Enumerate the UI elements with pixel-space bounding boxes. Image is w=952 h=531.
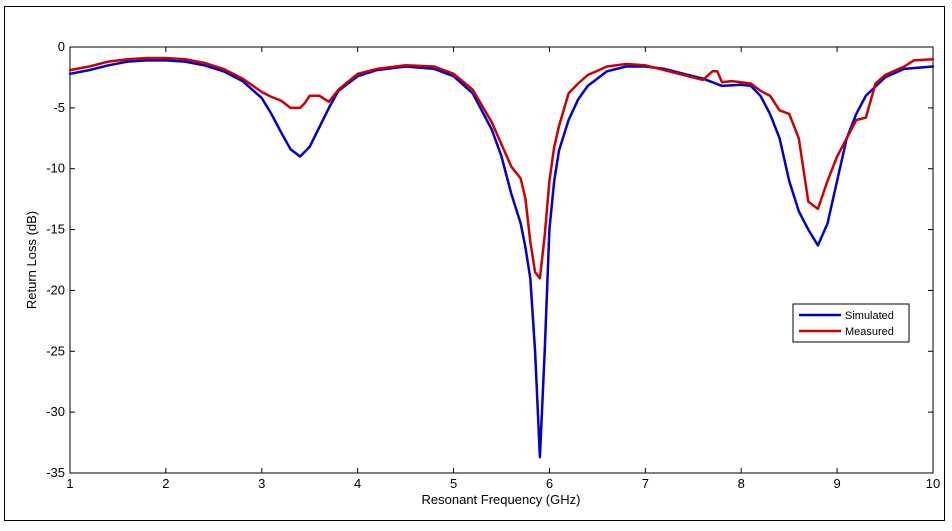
legend-label-simulated: Simulated bbox=[845, 310, 894, 322]
figure-border bbox=[4, 6, 945, 521]
x-tick-label: 2 bbox=[162, 476, 169, 491]
y-tick-label: -10 bbox=[46, 161, 65, 176]
x-tick-label: 7 bbox=[642, 476, 649, 491]
x-tick-label: 9 bbox=[833, 476, 840, 491]
y-axis-label: Return Loss (dB) bbox=[24, 211, 39, 309]
y-tick-label: -15 bbox=[46, 222, 65, 237]
x-tick-label: 5 bbox=[450, 476, 457, 491]
y-tick-label: -25 bbox=[46, 343, 65, 358]
x-tick-label: 6 bbox=[546, 476, 553, 491]
x-tick-label: 8 bbox=[738, 476, 745, 491]
ticks-layer: 1 2 3 4 5 6 7 8 9 10 0 -5 -10 -15 -20 -25 -30 -35 bbox=[46, 39, 940, 491]
series-line-simulated bbox=[68, 59, 935, 459]
x-tick-label: 10 bbox=[926, 476, 940, 491]
plot-area bbox=[69, 46, 934, 474]
x-tick-label: 4 bbox=[354, 476, 361, 491]
x-tick-label: 3 bbox=[258, 476, 265, 491]
legend-box bbox=[792, 303, 910, 343]
x-tick-label: 1 bbox=[66, 476, 73, 491]
y-tick-label: -35 bbox=[46, 465, 65, 480]
y-tick-label: -20 bbox=[46, 282, 65, 297]
y-tick-label: 0 bbox=[58, 39, 65, 54]
y-tick-label: -5 bbox=[53, 100, 65, 115]
y-tick-label: -30 bbox=[46, 404, 65, 419]
legend-label-measured: Measured bbox=[845, 326, 894, 338]
series-line-measured bbox=[68, 56, 935, 280]
series-layer bbox=[68, 56, 935, 459]
x-axis-label: Resonant Frequency (GHz) bbox=[422, 492, 581, 507]
legend: Simulated Measured bbox=[792, 303, 910, 343]
